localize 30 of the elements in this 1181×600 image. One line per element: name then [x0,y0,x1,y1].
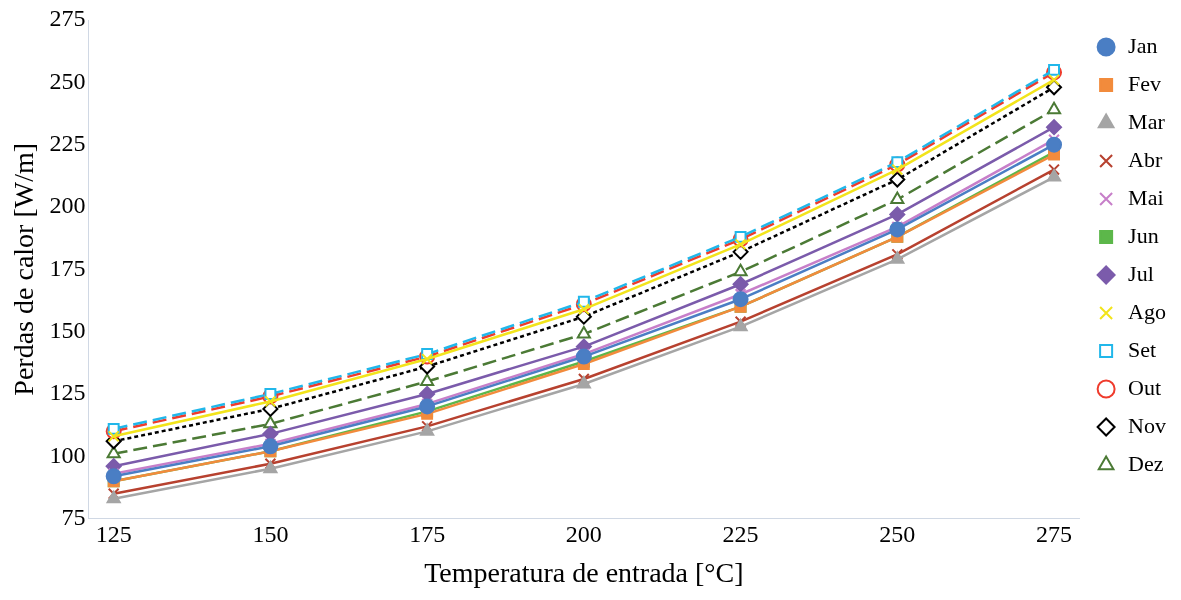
y-axis-title: Perdas de calor [W/m] [8,142,40,396]
x-tick-label: 250 [879,521,916,548]
y-tick-label: 275 [49,5,86,32]
legend-label: Mar [1128,108,1166,134]
y-tick-label: 125 [49,379,86,406]
legend-label: Dez [1128,450,1164,476]
y-tick-label: 175 [49,254,86,281]
y-tick-label: 225 [49,129,86,156]
x-tick-label: 275 [1036,521,1073,548]
x-axis-title: Temperatura de entrada [°C] [424,556,744,588]
legend-label: Jan [1128,32,1158,58]
x-tick-label: 225 [722,521,759,548]
y-tick-label: 150 [49,316,86,343]
y-tick-label: 100 [49,441,86,468]
legend-label: Abr [1128,146,1163,172]
legend-label: Out [1128,374,1162,400]
legend-label: Set [1128,336,1157,362]
x-tick-label: 150 [252,521,289,548]
legend-label: Jul [1128,260,1154,286]
y-tick-label: 200 [49,192,86,219]
legend-label: Jun [1128,222,1159,248]
legend-label: Ago [1128,298,1166,324]
x-tick-label: 175 [409,521,446,548]
y-tick-label: 75 [61,503,86,530]
x-tick-label: 125 [95,521,132,548]
legend-label: Nov [1128,412,1166,438]
y-tick-label: 250 [49,67,86,94]
x-tick-label: 200 [565,521,602,548]
legend-label: Fev [1128,70,1162,96]
legend-label: Mai [1128,184,1164,210]
